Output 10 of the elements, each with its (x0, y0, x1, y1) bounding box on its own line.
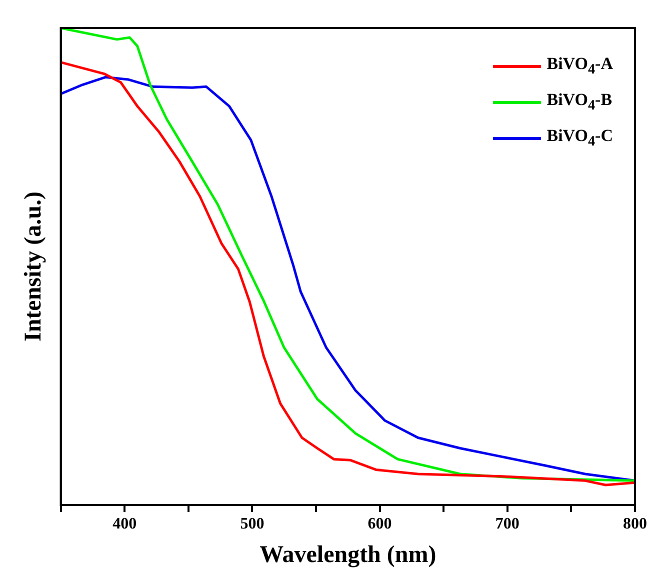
y-axis-title: Intensity (a.u.) (20, 191, 47, 342)
legend-label: BiVO$_{4}$-A (546, 54, 613, 78)
legend-label: BiVO$_{4}$-B (546, 90, 612, 114)
x-axis-title: Wavelength (nm) (260, 542, 436, 568)
legend-label: BiVO$_{4}$-C (546, 126, 613, 150)
x-tick-label: 400 (112, 516, 137, 533)
x-tick-label: 500 (240, 516, 264, 533)
x-tick-label: 600 (368, 516, 392, 533)
x-tick-label: 800 (623, 516, 647, 533)
x-tick-label: 700 (495, 516, 520, 533)
